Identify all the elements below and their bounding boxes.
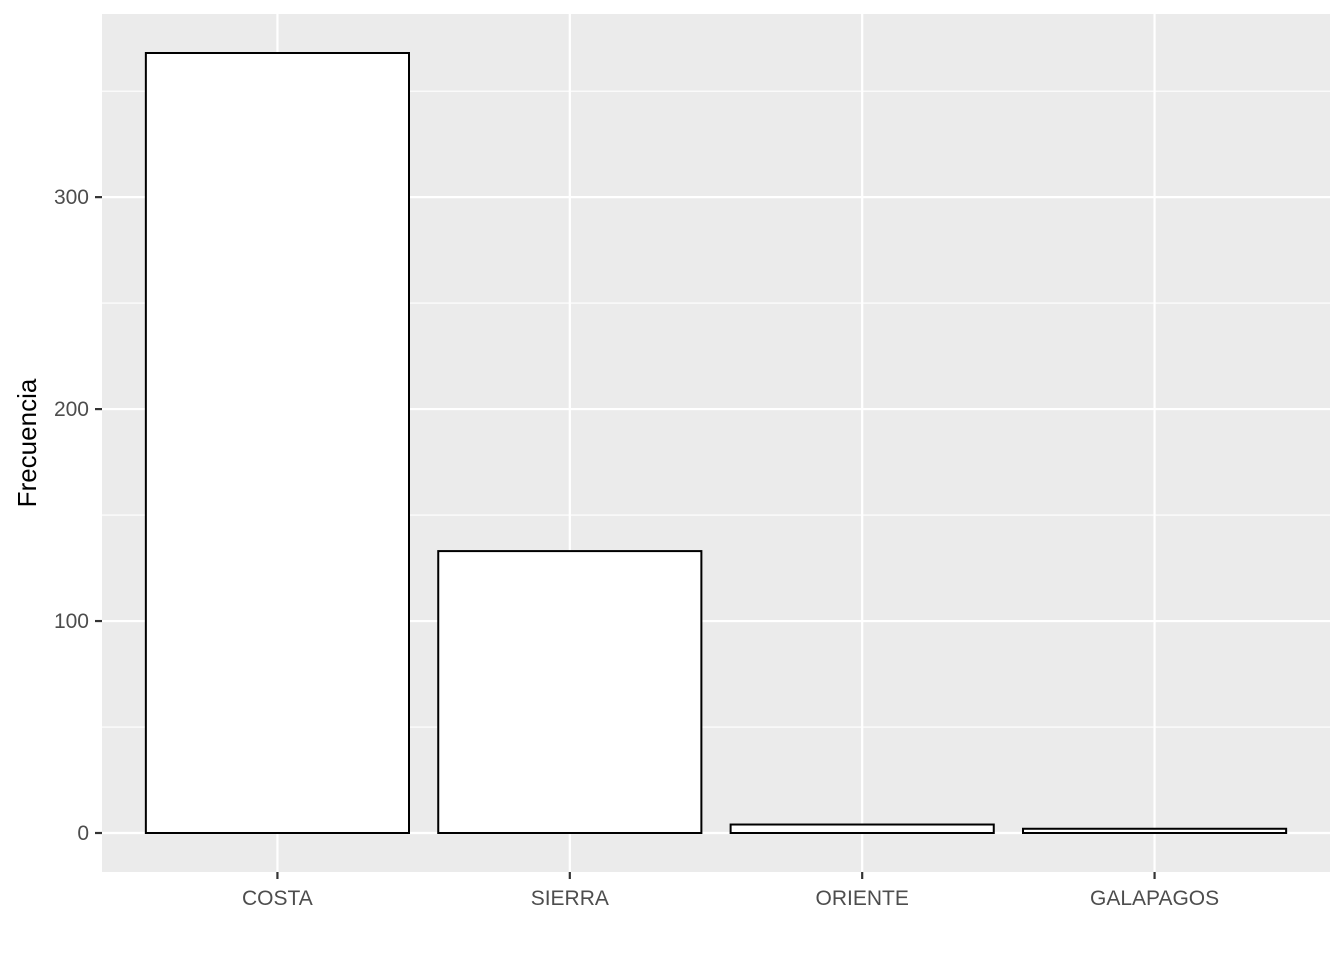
bars — [144, 52, 1288, 834]
axis-ticks — [95, 196, 1156, 879]
bar-galapagos — [1022, 827, 1288, 834]
y-tick-label: 200 — [54, 398, 89, 421]
y-tick-label: 100 — [54, 610, 89, 633]
bar-oriente — [729, 823, 995, 834]
y-axis-title: Frecuencia — [12, 378, 42, 507]
bar-sierra — [437, 550, 703, 834]
x-tick-label: SIERRA — [531, 887, 609, 910]
x-tick-label: COSTA — [242, 887, 313, 910]
bar-costa — [144, 52, 410, 834]
x-tick-label: GALAPAGOS — [1090, 887, 1219, 910]
y-tick-label: 300 — [54, 186, 89, 209]
tick-labels: 0 100 200 300 COSTA SIERRA ORIENTE GALAPAGOS — [54, 186, 1219, 910]
y-tick-label: 0 — [77, 822, 89, 845]
x-tick-label: ORIENTE — [816, 887, 909, 910]
